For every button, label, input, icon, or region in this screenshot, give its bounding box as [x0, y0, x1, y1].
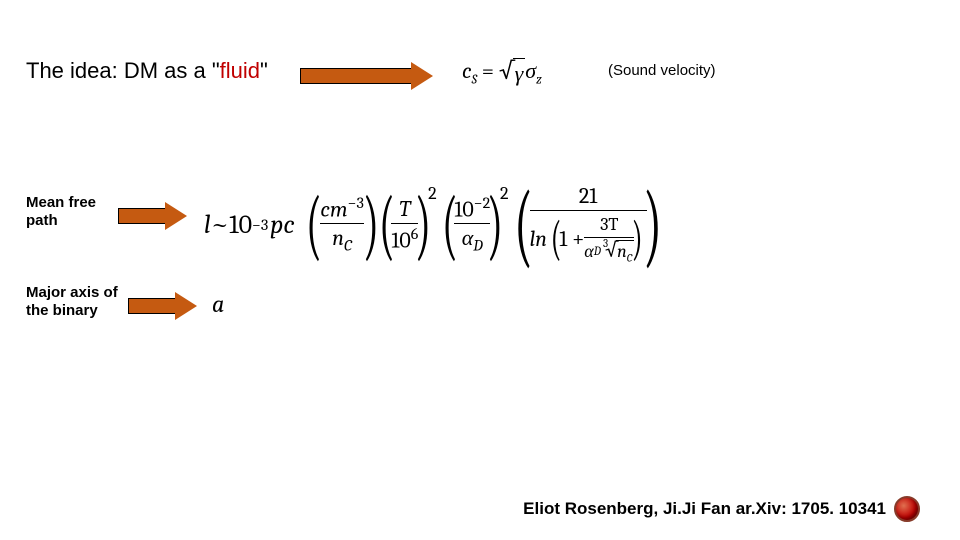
- major-axis-arrow: [128, 292, 197, 320]
- mfp-line1: Mean free: [26, 194, 96, 212]
- t1-den-n: n: [332, 225, 344, 251]
- arrow-shaft: [300, 68, 411, 84]
- t4-inner-num: 3T: [600, 214, 618, 235]
- cs-sigma: σ: [525, 58, 536, 84]
- idea-arrow: [300, 62, 433, 90]
- arrow-shaft: [118, 208, 165, 224]
- t3-den-sub: D: [473, 237, 483, 255]
- major-axis-symbol: a: [212, 290, 224, 318]
- mean-free-path-formula: l ~ 10−3 pc ( cm−3 nC ) ( T 106 ) 2 ( 10…: [204, 172, 670, 278]
- idea-keyword: fluid: [220, 58, 260, 83]
- t2-num: T: [399, 197, 410, 221]
- mfp-tilde: ~: [211, 210, 230, 240]
- mean-free-path-label: Mean free path: [26, 194, 96, 230]
- mfp-term4: ( 21 ln ( 1 + 3T αD: [506, 172, 669, 278]
- sqrt-icon: √γ: [499, 58, 525, 87]
- t4-one: 1 +: [559, 227, 584, 251]
- sound-velocity-equation: cS = √γσz: [462, 58, 542, 87]
- mfp-line2: path: [26, 212, 96, 230]
- mfp-term3: ( 10−2 αD ): [435, 180, 510, 270]
- t1-den-sub: C: [344, 237, 352, 255]
- cs-gamma: γ: [515, 61, 524, 87]
- sound-velocity-label: (Sound velocity): [608, 62, 716, 79]
- mfp-coeff-exp: −3: [252, 216, 268, 234]
- mfp-coeff: 10: [229, 210, 252, 240]
- idea-suffix: ": [260, 58, 268, 83]
- arrow-head-icon: [411, 62, 433, 90]
- major-line2: the binary: [26, 302, 118, 320]
- footer-text: Eliot Rosenberg, Ji.Ji Fan ar.Xiv: 1705.…: [523, 499, 886, 519]
- footer-citation: Eliot Rosenberg, Ji.Ji Fan ar.Xiv: 1705.…: [523, 496, 920, 522]
- t4-num: 21: [579, 184, 597, 208]
- mfp-l: l: [204, 210, 211, 240]
- cs-c: c: [462, 58, 472, 84]
- t1-num-exp: −3: [348, 194, 364, 212]
- major-axis-label: Major axis of the binary: [26, 284, 118, 320]
- t4-inner: ( 1 + 3T αD 3 √: [547, 213, 647, 266]
- cs-eq: =: [477, 58, 499, 84]
- mfp-arrow: [118, 202, 187, 230]
- cs-sigma-sub: z: [536, 72, 542, 87]
- footer-dot-icon: [894, 496, 920, 522]
- arrow-head-icon: [165, 202, 187, 230]
- idea-text: The idea: DM as a "fluid": [26, 58, 268, 84]
- major-line1: Major axis of: [26, 284, 118, 302]
- t4-root-index: 3: [603, 238, 608, 250]
- t3-den-alpha: α: [462, 225, 474, 251]
- t4-root-n: n: [617, 241, 627, 262]
- arrow-head-icon: [175, 292, 197, 320]
- t4-inner-alpha-sub: D: [594, 245, 601, 258]
- t1-num: cm: [320, 196, 347, 222]
- arrow-shaft: [128, 298, 175, 314]
- idea-prefix: The idea: DM as a ": [26, 58, 220, 83]
- t4-inner-alpha: α: [584, 242, 593, 262]
- mfp-pc: pc: [270, 210, 294, 240]
